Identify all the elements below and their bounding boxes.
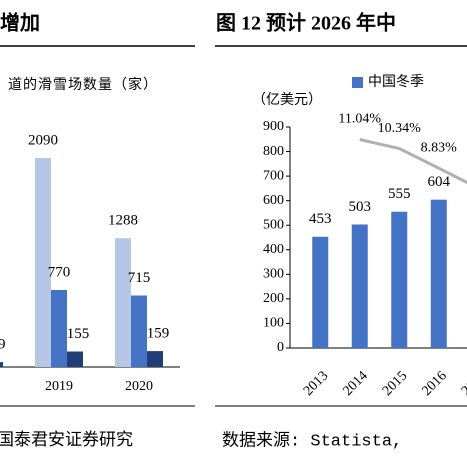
y-axis-label: （亿美元） [252, 92, 322, 108]
y-tick-label: 500 [263, 217, 284, 232]
source: 数据来源: Statista, [222, 430, 402, 451]
right-title: 图 12 预计 2026 年中 [216, 11, 396, 35]
legend-swatch [352, 77, 363, 88]
x-tick-label: 2014 [340, 368, 370, 398]
x-tick-label: 2016 [419, 368, 449, 398]
data-label: 2090 [28, 132, 58, 148]
y-tick-label: 0 [277, 340, 284, 355]
data-label: 604 [428, 174, 451, 190]
x-tick-label: 2020 [125, 379, 153, 394]
bar [131, 295, 147, 367]
x-tick-label: 2013 [301, 368, 331, 398]
line [359, 138, 467, 185]
y-tick-label: 300 [263, 267, 284, 282]
left-title: 增加 [0, 11, 40, 35]
y-tick-label: 400 [263, 242, 284, 257]
y-tick-label: 900 [263, 119, 284, 134]
x-tick-label: 2019 [45, 379, 73, 394]
x-tick-label: 2017 [459, 368, 467, 398]
data-label: 10.34% [378, 121, 422, 136]
source: 国泰君安证券研究 [0, 430, 133, 449]
bar [147, 351, 163, 367]
data-label: 49 [0, 337, 6, 353]
bar [430, 199, 447, 348]
data-label: 11.04% [338, 112, 381, 127]
y-tick-label: 600 [263, 193, 284, 208]
legend-label: 中国冬季 [368, 74, 424, 90]
y-tick-label: 200 [263, 291, 284, 306]
data-label: 453 [309, 211, 332, 227]
y-tick-label: 700 [263, 168, 284, 183]
bar [115, 238, 131, 367]
y-tick-label: 100 [263, 316, 284, 331]
data-label: 1288 [108, 213, 138, 229]
data-label: 159 [147, 326, 170, 342]
bar [0, 362, 3, 367]
y-tick-label: 800 [263, 144, 284, 159]
bar [312, 236, 329, 348]
data-label: 555 [388, 186, 411, 202]
data-label: 770 [48, 264, 71, 280]
x-tick-label: 2015 [380, 368, 410, 398]
data-label: 503 [349, 199, 372, 215]
data-label: 715 [128, 270, 151, 286]
bar [351, 224, 368, 348]
bar [391, 211, 408, 348]
chart-subtitle: 道的滑雪场数量（家） [8, 76, 158, 93]
bar [67, 351, 83, 367]
data-label: 155 [67, 326, 90, 342]
bar [51, 290, 67, 367]
bar [35, 158, 51, 367]
data-label: 8.83% [421, 140, 458, 155]
